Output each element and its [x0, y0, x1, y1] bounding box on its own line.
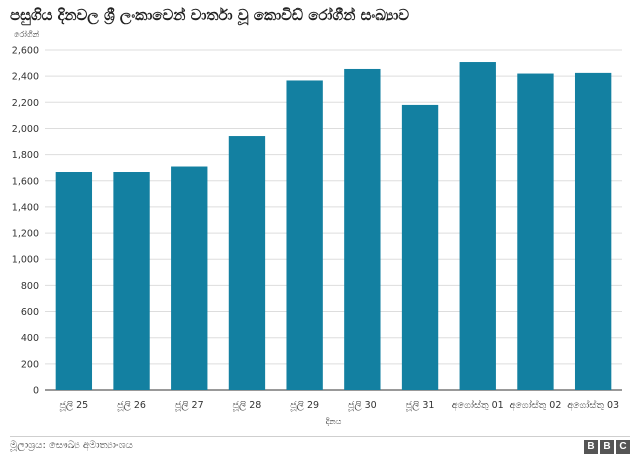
bar	[574, 72, 612, 390]
y-tick-label: 400	[21, 333, 39, 344]
bar	[459, 62, 496, 391]
x-tick-label: ජූලි 27	[174, 400, 203, 411]
source-note: මූලාශ්‍රය: සෞඛ්‍ය අමාත්‍යාංශය	[10, 440, 133, 451]
y-axis-label: රෝගීන්	[14, 29, 40, 39]
y-tick-label: 1,000	[12, 255, 39, 266]
bar	[286, 80, 323, 390]
y-tick-label: 1,800	[12, 150, 39, 161]
x-tick-label: ජූලි 31	[405, 400, 434, 411]
x-tick-label: ජූලි 28	[232, 400, 261, 411]
y-tick-label: 2,000	[12, 124, 39, 135]
bar	[517, 73, 554, 391]
footer-divider	[10, 436, 630, 437]
bar	[228, 136, 266, 390]
x-tick-label: ජූලි 25	[59, 400, 88, 411]
y-tick-label: 2,200	[12, 98, 39, 109]
y-tick-label: 200	[21, 359, 39, 370]
x-axis-label: දිනය	[326, 417, 342, 426]
bbc-logo: B B C	[584, 440, 630, 454]
y-tick-label: 0	[33, 386, 39, 397]
logo-letter: B	[584, 440, 598, 454]
bar	[401, 104, 439, 390]
x-tick-label: අගෝස්තු 01	[452, 398, 504, 411]
x-tick-label: ජූලි 29	[290, 400, 319, 411]
y-tick-label: 2,600	[12, 46, 39, 57]
x-tick-label: අගෝස්තු 02	[509, 398, 561, 411]
y-tick-label: 800	[21, 281, 39, 292]
y-tick-label: 1,600	[12, 176, 39, 187]
y-tick-label: 1,200	[12, 229, 39, 240]
x-tick-label: අගෝස්තු 03	[567, 398, 619, 411]
x-tick-label: ජූලි 26	[117, 400, 146, 411]
x-tick-label: ජූලි 30	[347, 400, 376, 411]
y-tick-label: 1,400	[12, 202, 39, 213]
logo-letter: B	[600, 440, 614, 454]
y-tick-label: 600	[21, 307, 39, 318]
logo-letter: C	[616, 440, 630, 454]
bar	[113, 172, 150, 390]
y-tick-label: 2,400	[12, 72, 39, 83]
bar	[55, 172, 93, 390]
bar	[171, 166, 208, 390]
chart-title: පසුගිය දිනවල ශ්‍රී ලංකාවෙන් වාර්තා වූ කො…	[10, 6, 410, 24]
bar	[344, 68, 381, 390]
